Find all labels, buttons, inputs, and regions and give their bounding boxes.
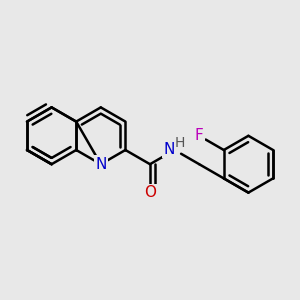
Text: H: H — [175, 136, 185, 150]
Text: F: F — [195, 128, 204, 143]
Text: N: N — [95, 157, 106, 172]
Text: N: N — [163, 142, 175, 158]
Text: O: O — [144, 185, 156, 200]
